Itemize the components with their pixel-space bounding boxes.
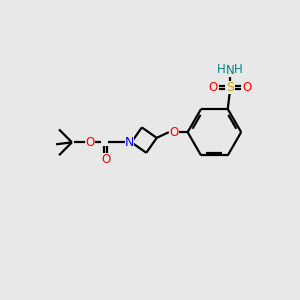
Text: S: S — [226, 81, 234, 94]
Text: H: H — [234, 63, 243, 76]
Text: O: O — [85, 136, 94, 149]
Text: N: N — [125, 136, 134, 149]
Text: O: O — [101, 153, 110, 166]
Text: H: H — [217, 63, 225, 76]
Text: N: N — [225, 64, 234, 77]
Text: O: O — [208, 81, 218, 94]
Text: O: O — [169, 126, 178, 139]
Text: O: O — [242, 81, 251, 94]
